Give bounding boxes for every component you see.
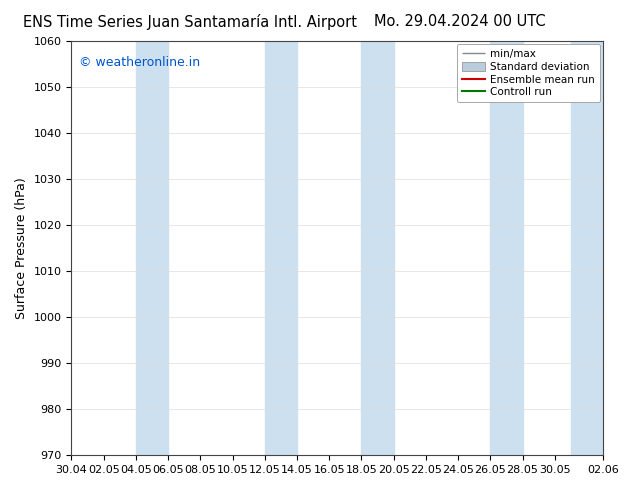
Bar bbox=[571, 41, 603, 455]
Legend: min/max, Standard deviation, Ensemble mean run, Controll run: min/max, Standard deviation, Ensemble me… bbox=[456, 44, 600, 102]
Text: © weatheronline.in: © weatheronline.in bbox=[79, 55, 200, 69]
Y-axis label: Surface Pressure (hPa): Surface Pressure (hPa) bbox=[15, 177, 28, 319]
Text: Mo. 29.04.2024 00 UTC: Mo. 29.04.2024 00 UTC bbox=[374, 14, 545, 29]
Bar bbox=[265, 41, 297, 455]
Bar bbox=[136, 41, 168, 455]
Bar bbox=[361, 41, 394, 455]
Text: ENS Time Series Juan Santamaría Intl. Airport: ENS Time Series Juan Santamaría Intl. Ai… bbox=[23, 14, 357, 30]
Bar bbox=[490, 41, 522, 455]
